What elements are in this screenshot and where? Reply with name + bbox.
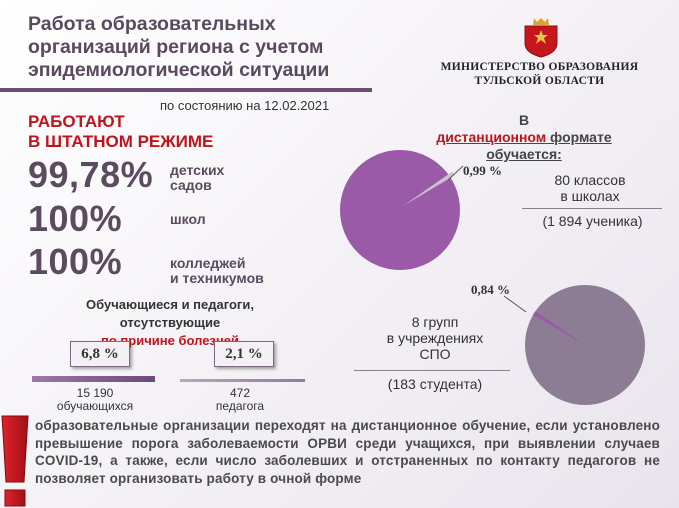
stat-kindergartens-value: 99,78%	[28, 154, 154, 195]
colleges-remote-detail: (183 студента)	[387, 376, 483, 392]
exclamation-icon	[1, 415, 29, 507]
pie-leader-line	[503, 295, 527, 313]
page-title: Работа образовательных организаций регио…	[28, 13, 373, 82]
divider	[522, 208, 662, 209]
notice-text: образовательные организации переходят на…	[35, 418, 660, 486]
remote-highlight: дистанционном	[436, 129, 547, 145]
stat-colleges-value: 100%	[28, 241, 123, 282]
students-ill-percent: 6,8 %	[70, 341, 130, 367]
remote-title: В дистанционном формате обучается:	[436, 112, 612, 162]
students-bar	[32, 376, 155, 382]
stat-kindergartens-label: детских садов	[170, 162, 225, 193]
title-line: организаций региона с учетом	[28, 36, 324, 58]
regular-mode-title: РАБОТАЮТ В ШТАТНОМ РЕЖИМЕ	[28, 112, 214, 151]
schools-remote-text: 80 классов в школах	[554, 172, 626, 204]
coat-of-arms-icon	[524, 18, 558, 58]
pie-slice-remote	[403, 171, 455, 206]
pie-slice-main	[340, 150, 460, 270]
colleges-pie-label: 0,84 %	[471, 282, 510, 297]
divider	[354, 370, 510, 371]
illness-title: Обучающиеся и педагоги, отсутствующие по…	[86, 297, 254, 348]
teachers-bar	[180, 379, 305, 382]
ministry-name: МИНИСТЕРСТВО ОБРАЗОВАНИЯ ТУЛЬСКОЙ ОБЛАСТ…	[440, 61, 639, 87]
date-label: по состоянию на 12.02.2021	[160, 98, 330, 113]
stat-colleges-label: колледжей и техникумов	[170, 255, 264, 286]
schools-remote-pie	[340, 150, 464, 270]
stat-schools-value: 100%	[28, 198, 123, 239]
title-underline	[0, 88, 372, 92]
illness-highlight: по причине болезней	[101, 333, 239, 348]
pie-leader-line	[447, 165, 464, 181]
teachers-ill-percent: 2,1 %	[214, 341, 274, 367]
title-line: Работа образовательных	[28, 13, 276, 35]
schools-remote-detail: (1 894 ученика)	[542, 213, 643, 229]
colleges-remote-pie	[525, 285, 645, 405]
title-line: эпидемиологической ситуации	[28, 59, 330, 81]
teachers-ill-caption: 472 педагога	[215, 386, 265, 413]
colleges-remote-text: 8 групп в учреждениях СПО	[386, 314, 484, 362]
colleges-leader-svg	[503, 295, 527, 313]
schools-pie-label: 0,99 %	[463, 163, 502, 178]
stat-schools-label: школ	[170, 211, 206, 227]
students-ill-caption: 15 190 обучающихся	[56, 386, 134, 413]
pie-slice-remote	[533, 311, 585, 345]
